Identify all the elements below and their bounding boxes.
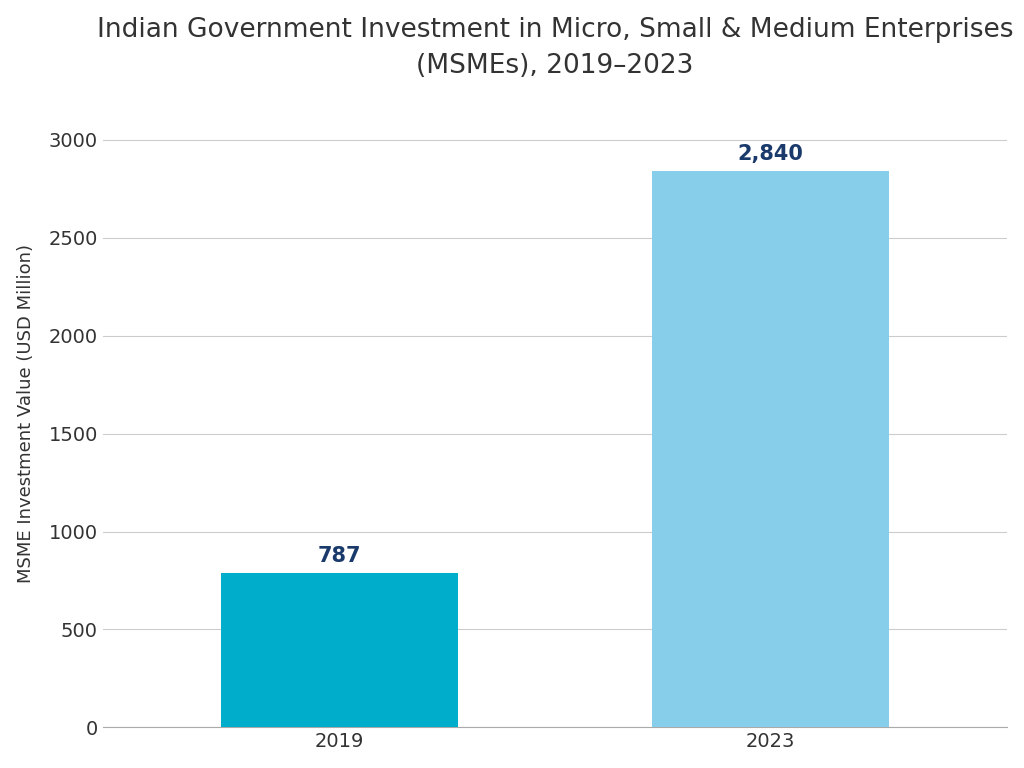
Text: 787: 787 <box>317 546 361 567</box>
Bar <box>221 573 458 727</box>
Title: Indian Government Investment in Micro, Small & Medium Enterprises
(MSMEs), 2019–: Indian Government Investment in Micro, S… <box>97 17 1014 78</box>
Text: 2,840: 2,840 <box>737 144 804 164</box>
Y-axis label: MSME Investment Value (USD Million): MSME Investment Value (USD Million) <box>16 244 35 584</box>
Bar <box>652 171 889 727</box>
